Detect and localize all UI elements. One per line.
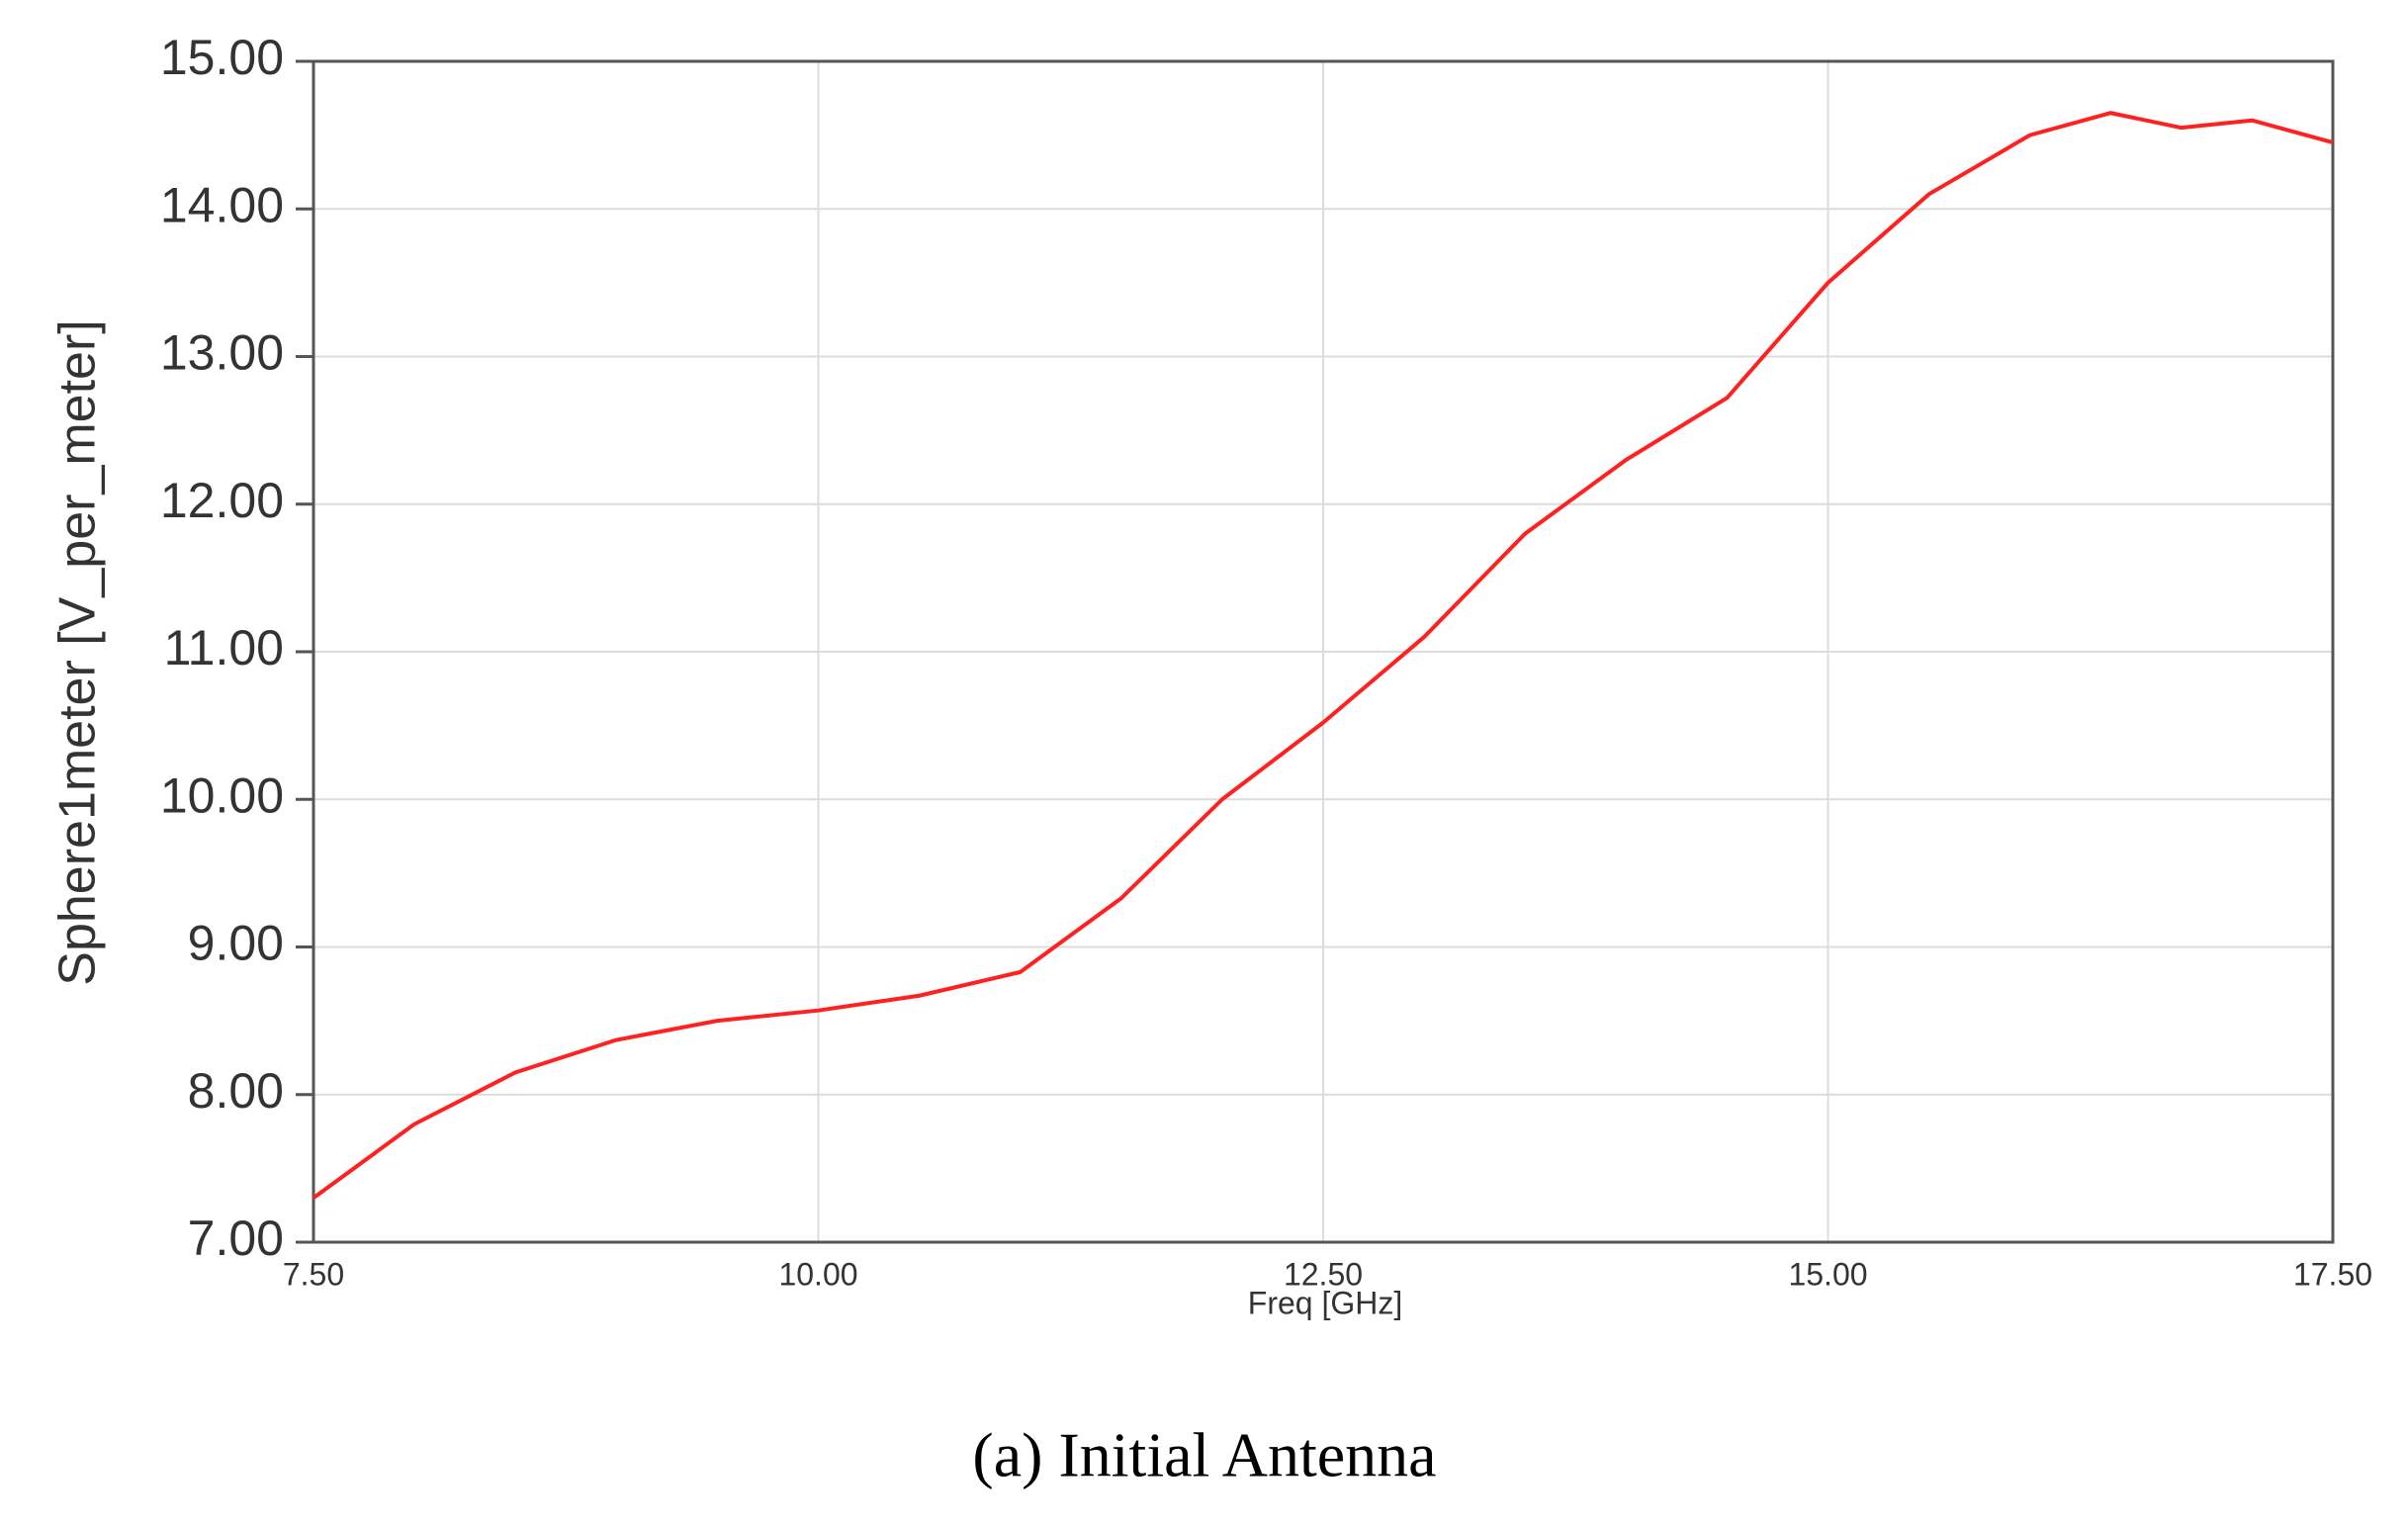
x-axis-title: Freq [GHz]	[1248, 1285, 1402, 1320]
x-tick-label: 7.50	[283, 1256, 344, 1292]
data-line	[312, 111, 2334, 1200]
y-tick-label: 10.00	[160, 767, 284, 823]
y-tick-label: 12.00	[160, 473, 284, 528]
y-tick-label: 14.00	[160, 177, 284, 232]
x-tick-label: 12.50	[1284, 1256, 1363, 1292]
y-tick-label: 11.00	[164, 620, 284, 675]
plot-frame	[312, 59, 2335, 1244]
y-axis-title: Sphere1meter [V_per_meter]	[49, 319, 107, 985]
y-tick-label: 9.00	[188, 916, 284, 971]
x-tick-label: 10.00	[778, 1256, 857, 1292]
x-tick-label: 17.50	[2293, 1256, 2372, 1292]
y-tick-label: 13.00	[160, 325, 284, 381]
y-tick-label: 15.00	[160, 30, 284, 85]
x-tick-label: 15.00	[1788, 1256, 1867, 1292]
y-tick-label: 7.00	[188, 1211, 284, 1266]
y-tick-label: 8.00	[188, 1063, 284, 1119]
caption: (a) Initial Antenna	[972, 1420, 1436, 1490]
